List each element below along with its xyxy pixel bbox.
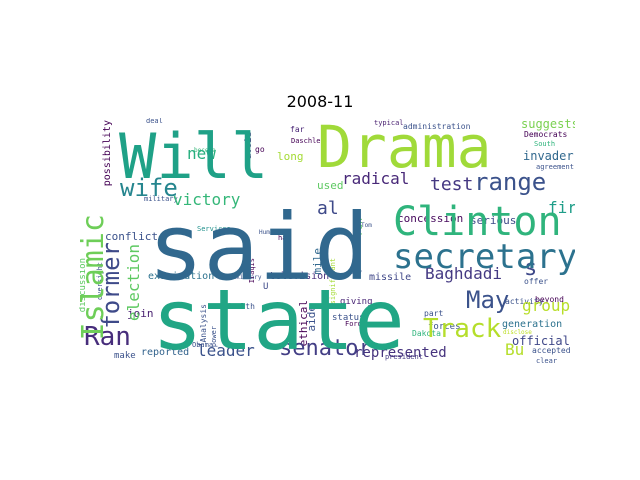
word-track: Track [423,314,502,344]
word-way: way [351,269,362,276]
word-baghdadi: Baghdadi [425,264,503,283]
word-possibility: possibility [102,120,113,187]
word-forces: forces [428,322,461,332]
word-clinton: Clinton [393,199,562,245]
word-clear: clear [536,357,558,365]
word-wife: wife [120,174,178,202]
word-conflict: conflict [105,230,158,243]
word-examination: examination [148,271,215,282]
word-administration: administration [403,122,471,131]
word-become: become [194,147,216,154]
word-south: South [534,140,556,148]
word-fired: fired [548,198,575,217]
word-invader: invader [523,149,574,163]
word-deal: deal [146,118,163,125]
word-giving: giving [340,297,373,307]
word-range: range [474,168,547,196]
word-tom: Tom [361,222,372,229]
word-part: part [424,309,444,318]
word-leader: leader [197,341,255,360]
word-represented: represented [354,345,447,361]
word-generation: generation [502,319,563,330]
word-make: make [114,351,136,361]
word-offer: offer [524,277,549,286]
word-accepted: accepted [532,346,571,355]
word-state: state [152,271,405,366]
word-health: Health [226,302,255,311]
word-drama: Drama [317,118,492,181]
word-services: Services [197,225,231,233]
word-far: far [290,125,305,134]
word-serious: serious [470,214,517,227]
word-daschle: Daschle [291,137,321,145]
word-bu: Bu [505,340,525,359]
word-agreement: agreement [536,163,574,171]
word-activity: activity [505,297,544,306]
word-new: new [187,144,216,163]
word-ha: ha [278,234,287,242]
word-test: test [430,174,474,195]
word-reported: reported [141,347,190,358]
word-concession: concession [397,212,464,225]
word-disclose: disclose [503,329,532,336]
word-beyond: beyond [535,295,564,304]
word-senator: senator [279,336,372,361]
word-human: Human [259,229,278,236]
word-u: U [263,282,269,292]
word-democrats: Democrats [524,130,568,139]
word-long: long [277,150,304,163]
word-election: election [124,244,143,322]
word-used: used [317,179,344,192]
word-suggests: suggests [521,118,575,131]
word-radical: radical [342,169,410,188]
word-dakota: Dakota [412,329,441,338]
word-go: go [255,145,265,154]
word-may: May [466,286,510,314]
word-victory: victory [173,190,241,209]
word-obama: Obama [192,341,214,349]
word-fordham: Fordham [345,320,375,328]
word-group: group [522,296,571,315]
word-al: al [317,198,339,219]
word-will: Will [119,120,269,193]
word-official: official [512,334,570,348]
chart-title: 2008-11 [286,92,354,111]
word-s: s [524,256,538,281]
word-join: join [127,307,154,320]
word-typical: typical [374,119,404,127]
word-islamic: Islamic [79,214,111,341]
word-missile: missile [369,272,412,283]
word-ran: Ran [84,322,131,352]
word-secretary: secretary [393,237,575,277]
word-auxiliary: Auxiliary [229,274,262,281]
word-cloud: Tom Human Auxiliary way become disclose Daschl… [79,118,575,366]
word-military: military [144,195,178,203]
word-status: status [332,313,365,323]
word-president: president [385,353,423,361]
word-television: television [269,271,330,282]
word-said: said [148,194,370,301]
